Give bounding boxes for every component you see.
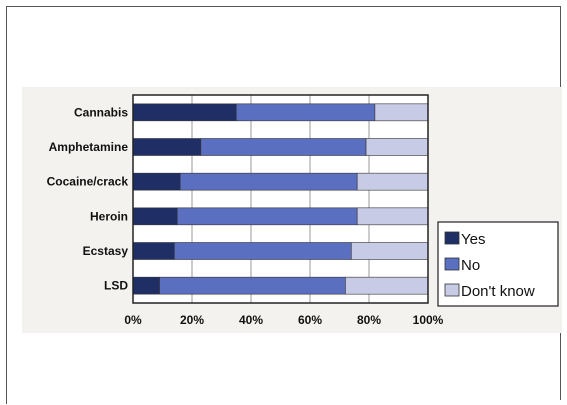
image-frame [6,6,561,404]
category-label: Amphetamine [49,140,129,154]
legend-swatch [444,283,460,297]
bar-segment-yes [132,172,181,191]
gridlines [133,95,428,303]
bar-segment-don-t-know [350,242,429,260]
category-label: Heroin [90,209,128,223]
bar-segment-no [174,242,352,260]
x-tick-label: 100% [413,313,444,327]
category-label: Cocaine/crack [47,175,129,189]
bar-segment-don-t-know [365,138,429,156]
bar-segment-yes [132,276,160,295]
category-label: Ecstasy [83,244,129,258]
bar-segment-don-t-know [356,172,429,191]
x-tick-label: 20% [180,313,204,327]
bar-segment-don-t-know [345,276,429,295]
plot-area [133,95,428,303]
legend-swatch [444,231,460,245]
bar-segment-no [179,172,358,191]
x-axis-ticks: 0% 20% 40% 60% 80% 100% [124,313,443,327]
category-labels: Cannabis Amphetamine Cocaine/crack Heroin Ec… [47,105,129,292]
category-label: Cannabis [74,105,128,119]
bar-segment-yes [132,103,237,122]
bar-segment-no [176,207,358,226]
category-label: LSD [104,279,128,293]
bar-segment-yes [132,242,175,260]
x-tick-label: 60% [298,313,322,327]
bar-segment-yes [132,138,202,156]
bar-segment-no [159,276,346,295]
legend: Yes No Don't know [437,221,559,307]
legend-label: No [461,257,480,274]
legend-label: Yes [461,231,485,248]
bar-segment-no [235,103,376,122]
bar-segment-no [200,138,367,156]
bars [132,103,429,295]
plot-border [132,94,429,304]
bar-segment-don-t-know [374,103,429,122]
x-tick-label: 40% [239,313,263,327]
legend-label: Don't know [461,283,535,300]
bar-segment-don-t-know [356,207,429,226]
legend-swatch [444,257,460,271]
x-tick-label: 0% [124,313,142,327]
bar-segment-yes [132,207,178,226]
x-tick-label: 80% [357,313,381,327]
